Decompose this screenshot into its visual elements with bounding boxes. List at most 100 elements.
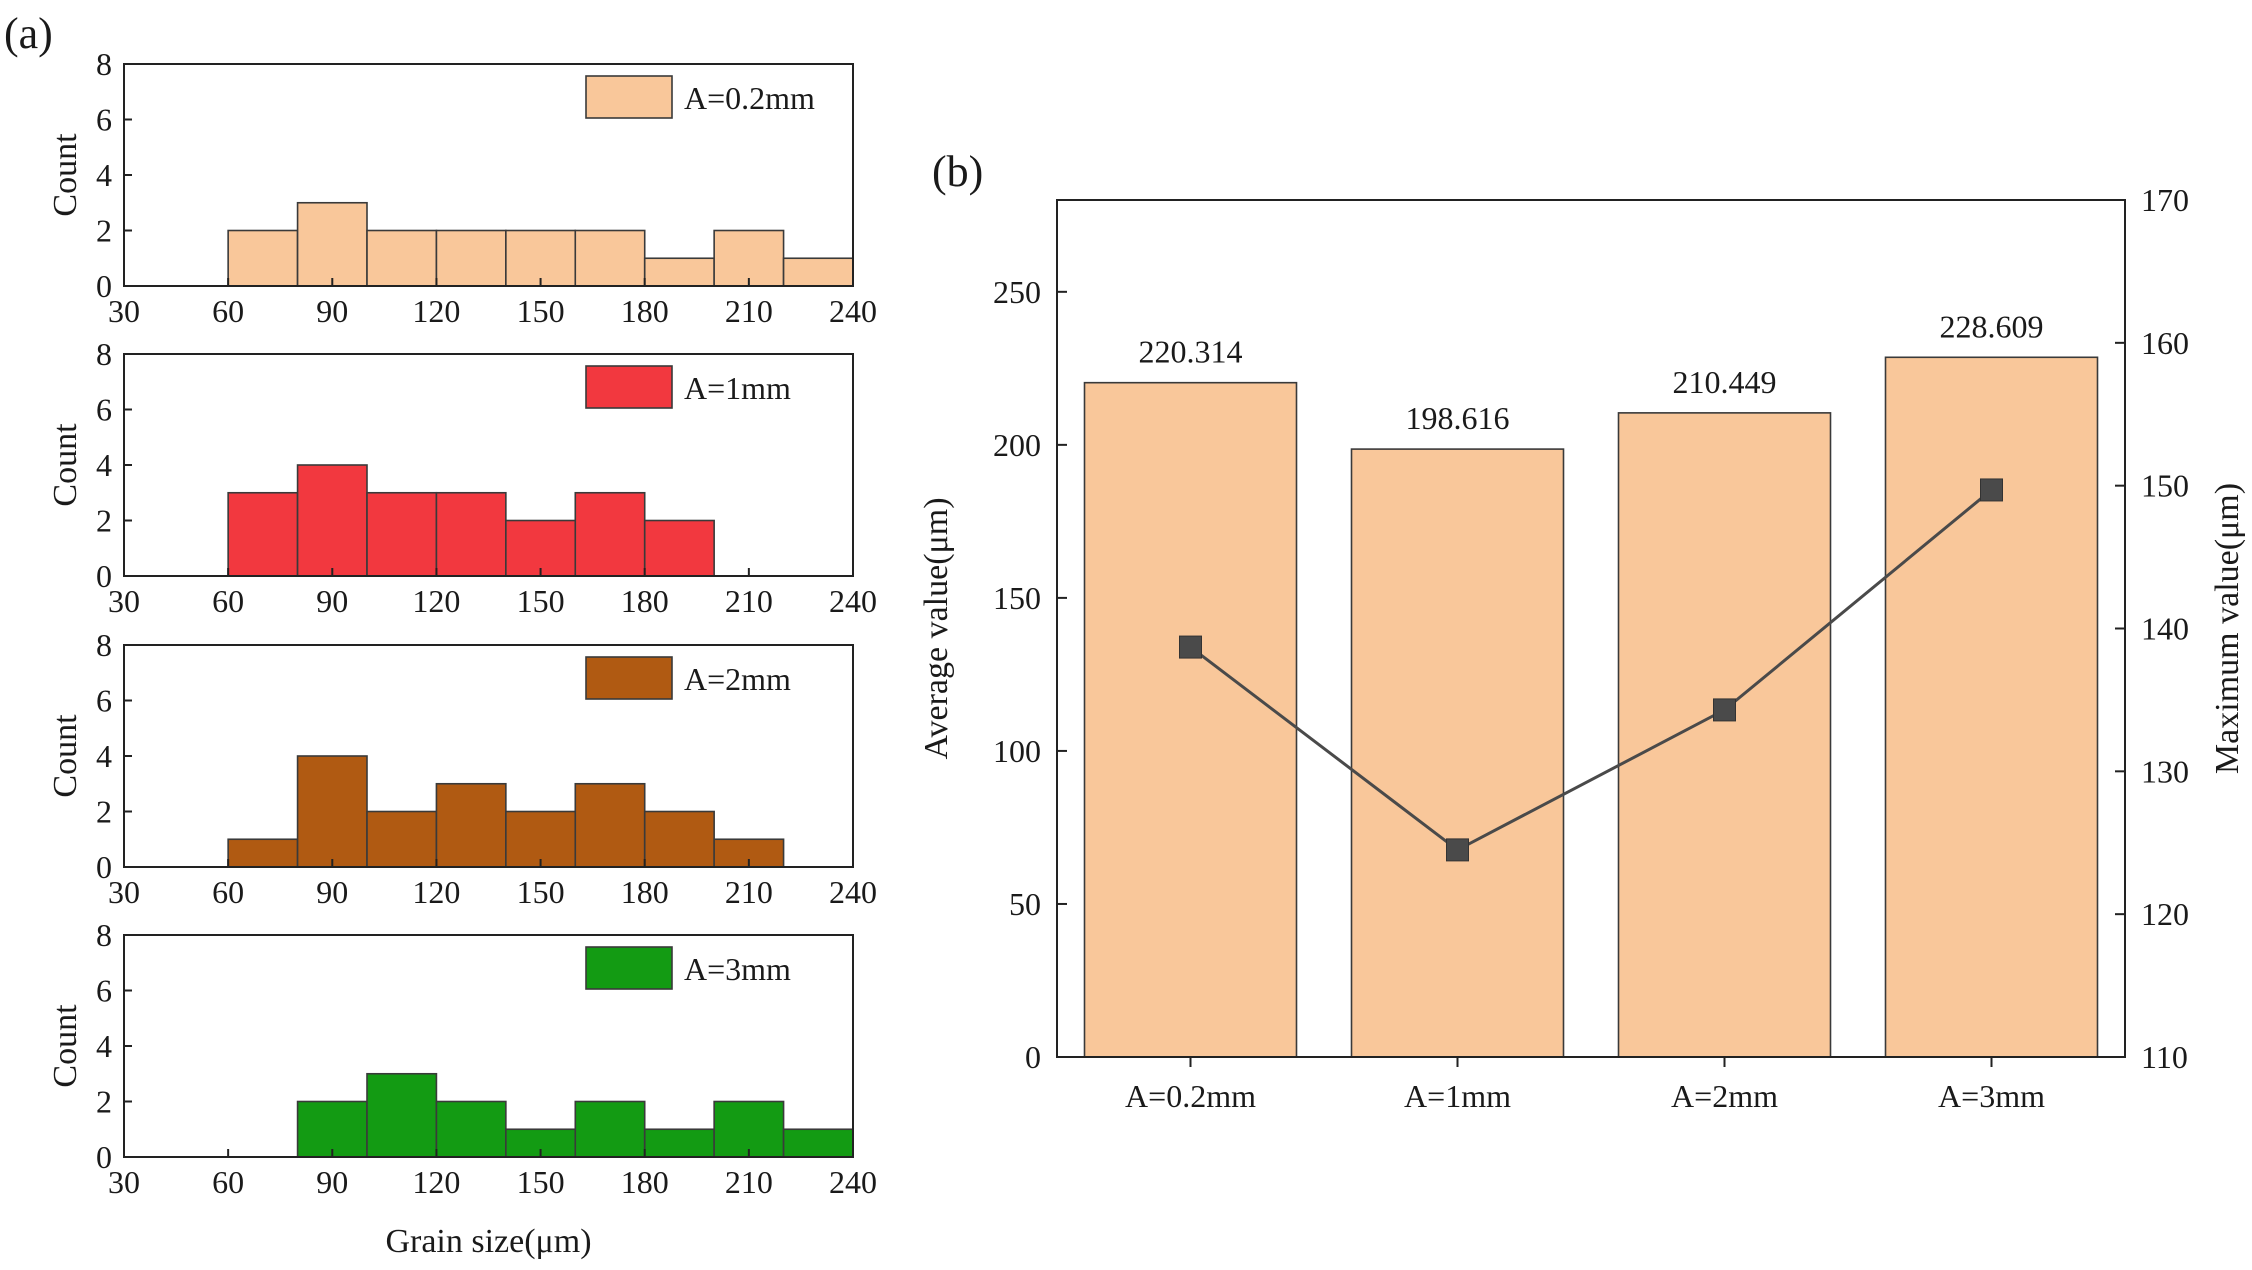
histogram-bar	[227, 491, 299, 577]
y-tick-label-right: 120	[2141, 896, 2189, 932]
x-tick-label: 180	[621, 583, 669, 619]
x-tick-label: 180	[621, 874, 669, 910]
legend-swatch	[585, 75, 673, 119]
histogram-bar	[782, 1128, 854, 1158]
average-bar	[1083, 381, 1298, 1058]
category-label: A=2mm	[1671, 1078, 1778, 1114]
x-tick-label: 180	[621, 293, 669, 329]
y-tick-label: 8	[96, 46, 112, 82]
histogram-bar	[574, 782, 646, 868]
histogram-bar	[227, 229, 299, 287]
y-tick-label: 4	[96, 447, 112, 483]
y-tick-label: 8	[96, 336, 112, 372]
bar-value-label: 220.314	[1139, 334, 1243, 370]
histogram-bar	[574, 491, 646, 577]
x-tick-label: 150	[517, 1164, 565, 1200]
histogram-bar	[713, 1100, 785, 1158]
histogram-bar	[435, 782, 507, 868]
histogram-bar	[782, 257, 854, 287]
x-tick-label: 240	[829, 1164, 877, 1200]
x-tick-label: 60	[212, 583, 244, 619]
category-label: A=0.2mm	[1125, 1078, 1256, 1114]
maximum-value-marker	[1179, 635, 1202, 659]
histogram-bar	[505, 810, 577, 868]
y-axis-title-left: Average value(μm)	[918, 497, 955, 759]
y-tick-label: 2	[96, 1084, 112, 1120]
x-tick-label: 90	[316, 874, 348, 910]
histogram-bar	[505, 229, 577, 287]
histogram-bar	[296, 755, 368, 868]
histogram-bar	[227, 838, 299, 868]
y-tick-label-right: 140	[2141, 611, 2189, 647]
y-tick-label: 4	[96, 157, 112, 193]
histogram-bar	[643, 257, 715, 287]
y-tick-label-left: 250	[993, 274, 1041, 310]
x-tick-label: 240	[829, 874, 877, 910]
x-tick-label: 30	[108, 293, 140, 329]
histogram-bar	[505, 519, 577, 577]
x-axis-title: Grain size(μm)	[385, 1223, 591, 1260]
histogram-2: 30 60 90 120 150 180 210 240 0 2 4 6 8 Count A=1mm	[47, 336, 877, 619]
histogram-bar	[643, 810, 715, 868]
y-tick-label: 2	[96, 794, 112, 830]
histogram-panels: 30 60 90 120 150 180 210 24002468CountA=0.2mm30…	[47, 46, 877, 1260]
x-tick-label: 30	[108, 874, 140, 910]
x-tick-label: 90	[316, 1164, 348, 1200]
x-tick-label: 120	[412, 1164, 460, 1200]
legend-swatch	[585, 946, 673, 990]
x-tick-label: 30	[108, 1164, 140, 1200]
y-tick-label: 0	[96, 1139, 112, 1175]
y-axis-title: Count	[47, 423, 84, 507]
histogram-bar	[574, 1100, 646, 1158]
legend-label: A=2mm	[684, 661, 791, 697]
histogram-bar	[435, 491, 507, 577]
bar-value-label: 228.609	[1940, 308, 2044, 344]
y-tick-label: 6	[96, 683, 112, 719]
y-tick-label-left: 150	[993, 580, 1041, 616]
histogram-bar	[296, 1100, 368, 1158]
y-tick-label-left: 200	[993, 427, 1041, 463]
y-tick-label: 0	[96, 268, 112, 304]
histogram-bar	[643, 519, 715, 577]
histogram-3: 30 60 90 120 150 180 210 240 0 2 4 6 8 Count A=2mm	[47, 627, 877, 910]
x-tick-label: 240	[829, 293, 877, 329]
x-tick-label: 90	[316, 293, 348, 329]
y-axis-title: Count	[47, 133, 84, 217]
x-tick-label: 120	[412, 293, 460, 329]
legend-swatch	[585, 365, 673, 409]
average-bar-chart: 220.314 198.616 210.449 228.609 0 50 100 150 200…	[918, 182, 2246, 1114]
panel-b-label: (b)	[932, 147, 983, 196]
y-axis-title-right: Maximum value(μm)	[2209, 483, 2246, 774]
y-axis-title: Count	[47, 1004, 84, 1088]
y-tick-label-left: 100	[993, 733, 1041, 769]
x-tick-label: 120	[412, 583, 460, 619]
y-tick-label-right: 130	[2141, 753, 2189, 789]
y-tick-label: 6	[96, 102, 112, 138]
y-tick-label: 2	[96, 503, 112, 539]
legend-swatch	[585, 656, 673, 700]
y-tick-label: 4	[96, 738, 112, 774]
y-tick-label: 0	[96, 849, 112, 885]
x-tick-label: 60	[212, 874, 244, 910]
y-tick-label-right: 160	[2141, 325, 2189, 361]
y-tick-label: 8	[96, 917, 112, 953]
maximum-value-line	[1189, 488, 1993, 852]
x-tick-label: 120	[412, 874, 460, 910]
x-tick-label: 210	[725, 874, 773, 910]
maximum-value-marker	[1713, 698, 1736, 722]
histogram-bar	[366, 810, 438, 868]
maximum-value-marker	[1980, 478, 2003, 502]
x-tick-label: 240	[829, 583, 877, 619]
x-tick-label: 150	[517, 293, 565, 329]
y-tick-label-left: 0	[1025, 1039, 1041, 1075]
x-tick-label: 180	[621, 1164, 669, 1200]
y-axis-title: Count	[47, 714, 84, 798]
legend-label: A=3mm	[684, 951, 791, 987]
histogram-bar	[296, 201, 368, 287]
y-tick-label: 6	[96, 392, 112, 428]
category-label: A=1mm	[1404, 1078, 1511, 1114]
maximum-value-marker	[1446, 838, 1469, 862]
x-tick-label: 210	[725, 293, 773, 329]
histogram-bar	[296, 464, 368, 577]
average-bar	[1350, 448, 1565, 1058]
